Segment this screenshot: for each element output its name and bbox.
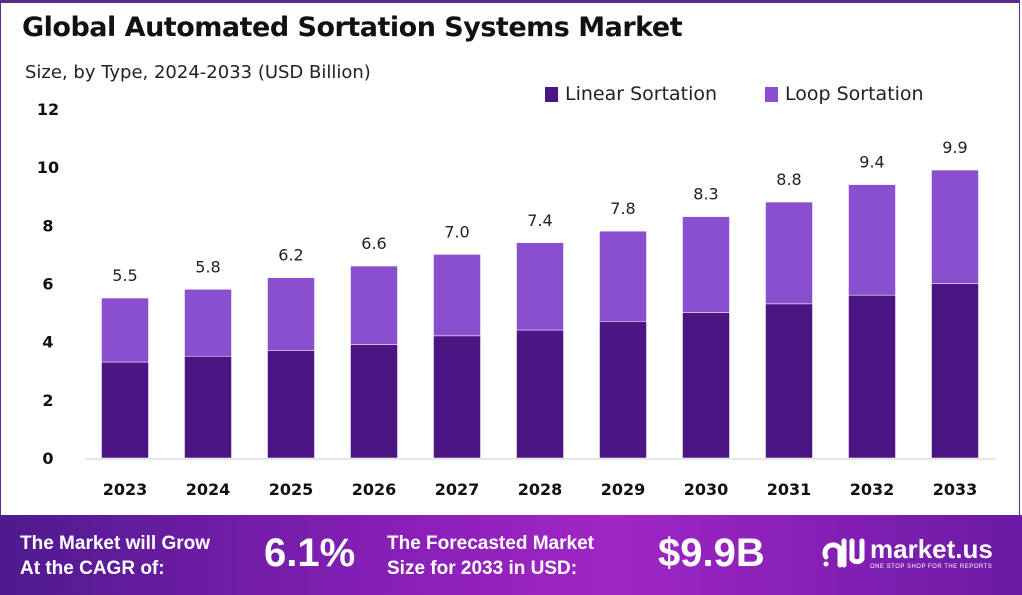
cagr-value: 6.1% (264, 531, 356, 575)
bar-loop-2027 (433, 254, 481, 337)
y-tick-label: 8 (42, 216, 53, 235)
bar-linear-2029 (599, 321, 647, 459)
legend-swatch-linear (545, 86, 558, 102)
bar-linear-2028 (516, 329, 564, 459)
bar-linear-2030 (682, 312, 730, 459)
x-tick-label: 2027 (435, 480, 480, 499)
x-tick-label: 2024 (186, 480, 231, 499)
x-tick-label: 2028 (518, 480, 563, 499)
x-tick-label: 2026 (352, 480, 397, 499)
x-tick-label: 2032 (850, 480, 895, 499)
y-tick-label: 4 (42, 333, 53, 352)
bar-loop-2032 (848, 184, 896, 296)
cagr-label: The Market will Grow At the CAGR of: (20, 531, 210, 581)
x-tick-label: 2033 (933, 480, 978, 499)
forecast-label-line-1: The Forecasted Market (387, 533, 594, 554)
bar-loop-2028 (516, 242, 564, 331)
logo-tagline: ONE STOP SHOP FOR THE REPORTS (870, 564, 993, 570)
bar-linear-2027 (433, 335, 481, 459)
cagr-label-line-1: The Market will Grow (20, 533, 211, 554)
chart-title: Global Automated Sortation Systems Marke… (22, 12, 683, 43)
chart-frame (0, 0, 1020, 515)
bar-chart: 0 2 4 6 8 10 12 5.5 2023 5.8 2024 6.2 2025 6.6 2026 7.0… (37, 100, 996, 499)
data-label-total-2027: 7.0 (444, 222, 469, 241)
y-tick-label: 0 (42, 449, 53, 468)
logo-text-group: market.us ONE STOP SHOP FOR THE REPORTS (870, 535, 993, 571)
data-label-total-2029: 7.8 (610, 199, 635, 218)
legend-item-linear: Linear Sortation (545, 83, 717, 105)
data-label-total-2023: 5.5 (112, 266, 137, 285)
legend-item-loop: Loop Sortation (765, 83, 924, 105)
y-tick-label: 12 (37, 100, 59, 119)
bar-loop-2031 (765, 201, 813, 305)
market-us-logo: market.us ONE STOP SHOP FOR THE REPORTS (822, 535, 993, 571)
x-tick-label: 2029 (601, 480, 646, 499)
logo-text: market.us (870, 534, 993, 564)
data-label-total-2030: 8.3 (693, 185, 718, 204)
bar-linear-2032 (848, 294, 896, 459)
x-tick-label: 2023 (103, 480, 148, 499)
data-label-total-2032: 9.4 (859, 153, 884, 172)
bar-loop-2023 (101, 297, 149, 363)
legend-label-linear: Linear Sortation (565, 83, 718, 105)
data-label-total-2028: 7.4 (527, 211, 552, 230)
bar-linear-2031 (765, 303, 813, 459)
bar-linear-2033 (931, 283, 979, 459)
data-label-total-2024: 5.8 (195, 257, 220, 276)
bar-linear-2025 (267, 350, 315, 459)
bar-loop-2026 (350, 265, 398, 345)
bar-loop-2033 (931, 169, 979, 284)
bar-linear-2024 (184, 355, 232, 459)
forecast-value: $9.9B (658, 531, 765, 575)
data-label-total-2026: 6.6 (361, 234, 386, 253)
forecast-label-line-2: Size for 2033 in USD: (387, 558, 578, 579)
y-tick-label: 2 (42, 391, 53, 410)
bar-linear-2023 (101, 361, 149, 459)
logo-icon (822, 538, 865, 568)
legend-swatch-loop (765, 86, 778, 102)
footer-banner: The Market will Grow At the CAGR of: 6.1… (0, 515, 1022, 595)
bar-loop-2030 (682, 216, 730, 313)
bar-linear-2026 (350, 344, 398, 459)
bar-loop-2024 (184, 289, 232, 357)
y-tick-label: 10 (37, 158, 59, 177)
legend-label-loop: Loop Sortation (785, 83, 924, 105)
x-tick-label: 2030 (684, 480, 729, 499)
bar-loop-2029 (599, 230, 647, 322)
cagr-label-line-2: At the CAGR of: (20, 558, 165, 579)
data-label-total-2025: 6.2 (278, 246, 303, 265)
forecast-label: The Forecasted Market Size for 2033 in U… (387, 531, 594, 581)
x-tick-label: 2031 (767, 480, 812, 499)
data-label-total-2031: 8.8 (776, 170, 801, 189)
x-tick-label: 2025 (269, 480, 314, 499)
bar-loop-2025 (267, 277, 315, 351)
y-tick-label: 6 (42, 275, 53, 294)
data-label-total-2033: 9.9 (942, 138, 967, 157)
chart-subtitle: Size, by Type, 2024-2033 (USD Billion) (25, 62, 371, 83)
